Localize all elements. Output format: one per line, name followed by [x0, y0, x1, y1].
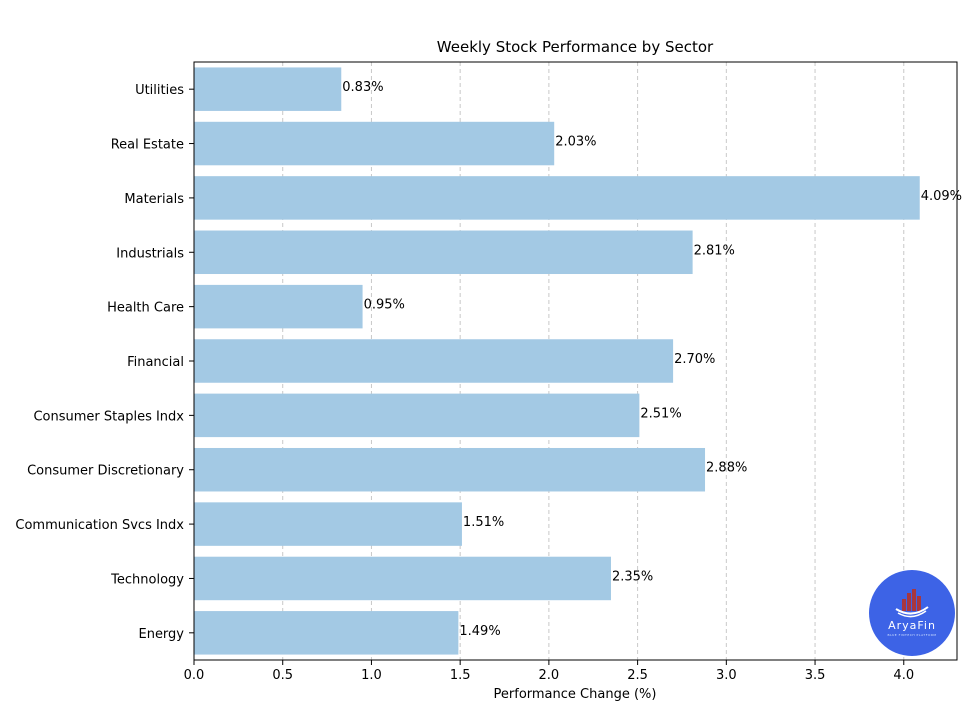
- y-tick-label: Consumer Staples Indx: [33, 409, 184, 424]
- bar-value-label: 0.83%: [342, 80, 383, 95]
- x-tick-label: 1.0: [361, 668, 382, 683]
- x-tick-label: 2.0: [539, 668, 560, 683]
- data-labels: 1.49% 2.35% 1.51% 2.88% 2.51% 2.70% 0.95% 2.81%…: [342, 80, 962, 639]
- bar: [194, 447, 706, 492]
- y-tick-label: Financial: [127, 355, 184, 370]
- x-tick-label: 3.0: [716, 668, 737, 683]
- bar-value-label: 2.81%: [694, 243, 735, 258]
- x-tick-label: 2.5: [627, 668, 648, 683]
- x-tick-label: 1.5: [450, 668, 471, 683]
- bar: [194, 339, 674, 383]
- bar: [194, 611, 459, 655]
- bar-value-label: 0.95%: [364, 298, 405, 313]
- bar: [194, 230, 693, 275]
- bar: [194, 67, 342, 111]
- logo-bars-icon: [895, 589, 929, 618]
- bar: [194, 502, 462, 546]
- x-tick-label: 0.5: [272, 668, 293, 683]
- logo-subtext: BLUE FINTECH PLATFORM: [888, 633, 937, 637]
- y-tick-label: Consumer Discretionary: [27, 464, 184, 479]
- y-tick-label: Energy: [138, 627, 184, 642]
- y-tick-label: Materials: [124, 192, 184, 207]
- y-tick-label: Communication Svcs Indx: [15, 518, 184, 533]
- bar-value-label: 2.03%: [555, 135, 596, 150]
- x-axis-label: Performance Change (%): [494, 687, 657, 702]
- aryafin-logo: AryaFin BLUE FINTECH PLATFORM: [869, 570, 955, 656]
- y-tick-label: Health Care: [107, 301, 184, 316]
- y-tick-label: Real Estate: [111, 138, 184, 153]
- bar-value-label: 1.51%: [463, 515, 504, 530]
- bar: [194, 176, 920, 220]
- bar-value-label: 2.70%: [674, 352, 715, 367]
- x-tick-label: 4.0: [893, 668, 914, 683]
- bar-value-label: 1.49%: [459, 624, 500, 639]
- y-tick-label: Technology: [110, 572, 184, 587]
- bar: [194, 393, 640, 438]
- bars: [194, 67, 920, 655]
- y-tick-label: Utilities: [135, 83, 184, 98]
- y-tick-label: Industrials: [116, 246, 184, 261]
- bar-value-label: 2.88%: [706, 461, 747, 476]
- x-tick-label: 0.0: [184, 668, 205, 683]
- chart-title: Weekly Stock Performance by Sector: [437, 38, 714, 56]
- bar: [194, 121, 555, 166]
- x-axis-ticks: 0.0 0.5 1.0 1.5 2.0 2.5 3.0 3.5 4.0: [184, 660, 914, 683]
- bar-value-label: 2.35%: [612, 569, 653, 584]
- y-axis-ticks: Energy Technology Communication Svcs Indx C…: [15, 83, 194, 642]
- logo-text: AryaFin: [888, 619, 936, 632]
- x-tick-label: 3.5: [805, 668, 826, 683]
- bar-value-label: 4.09%: [921, 189, 962, 204]
- bar-value-label: 2.51%: [640, 406, 681, 421]
- bar: [194, 556, 611, 601]
- bar: [194, 284, 363, 329]
